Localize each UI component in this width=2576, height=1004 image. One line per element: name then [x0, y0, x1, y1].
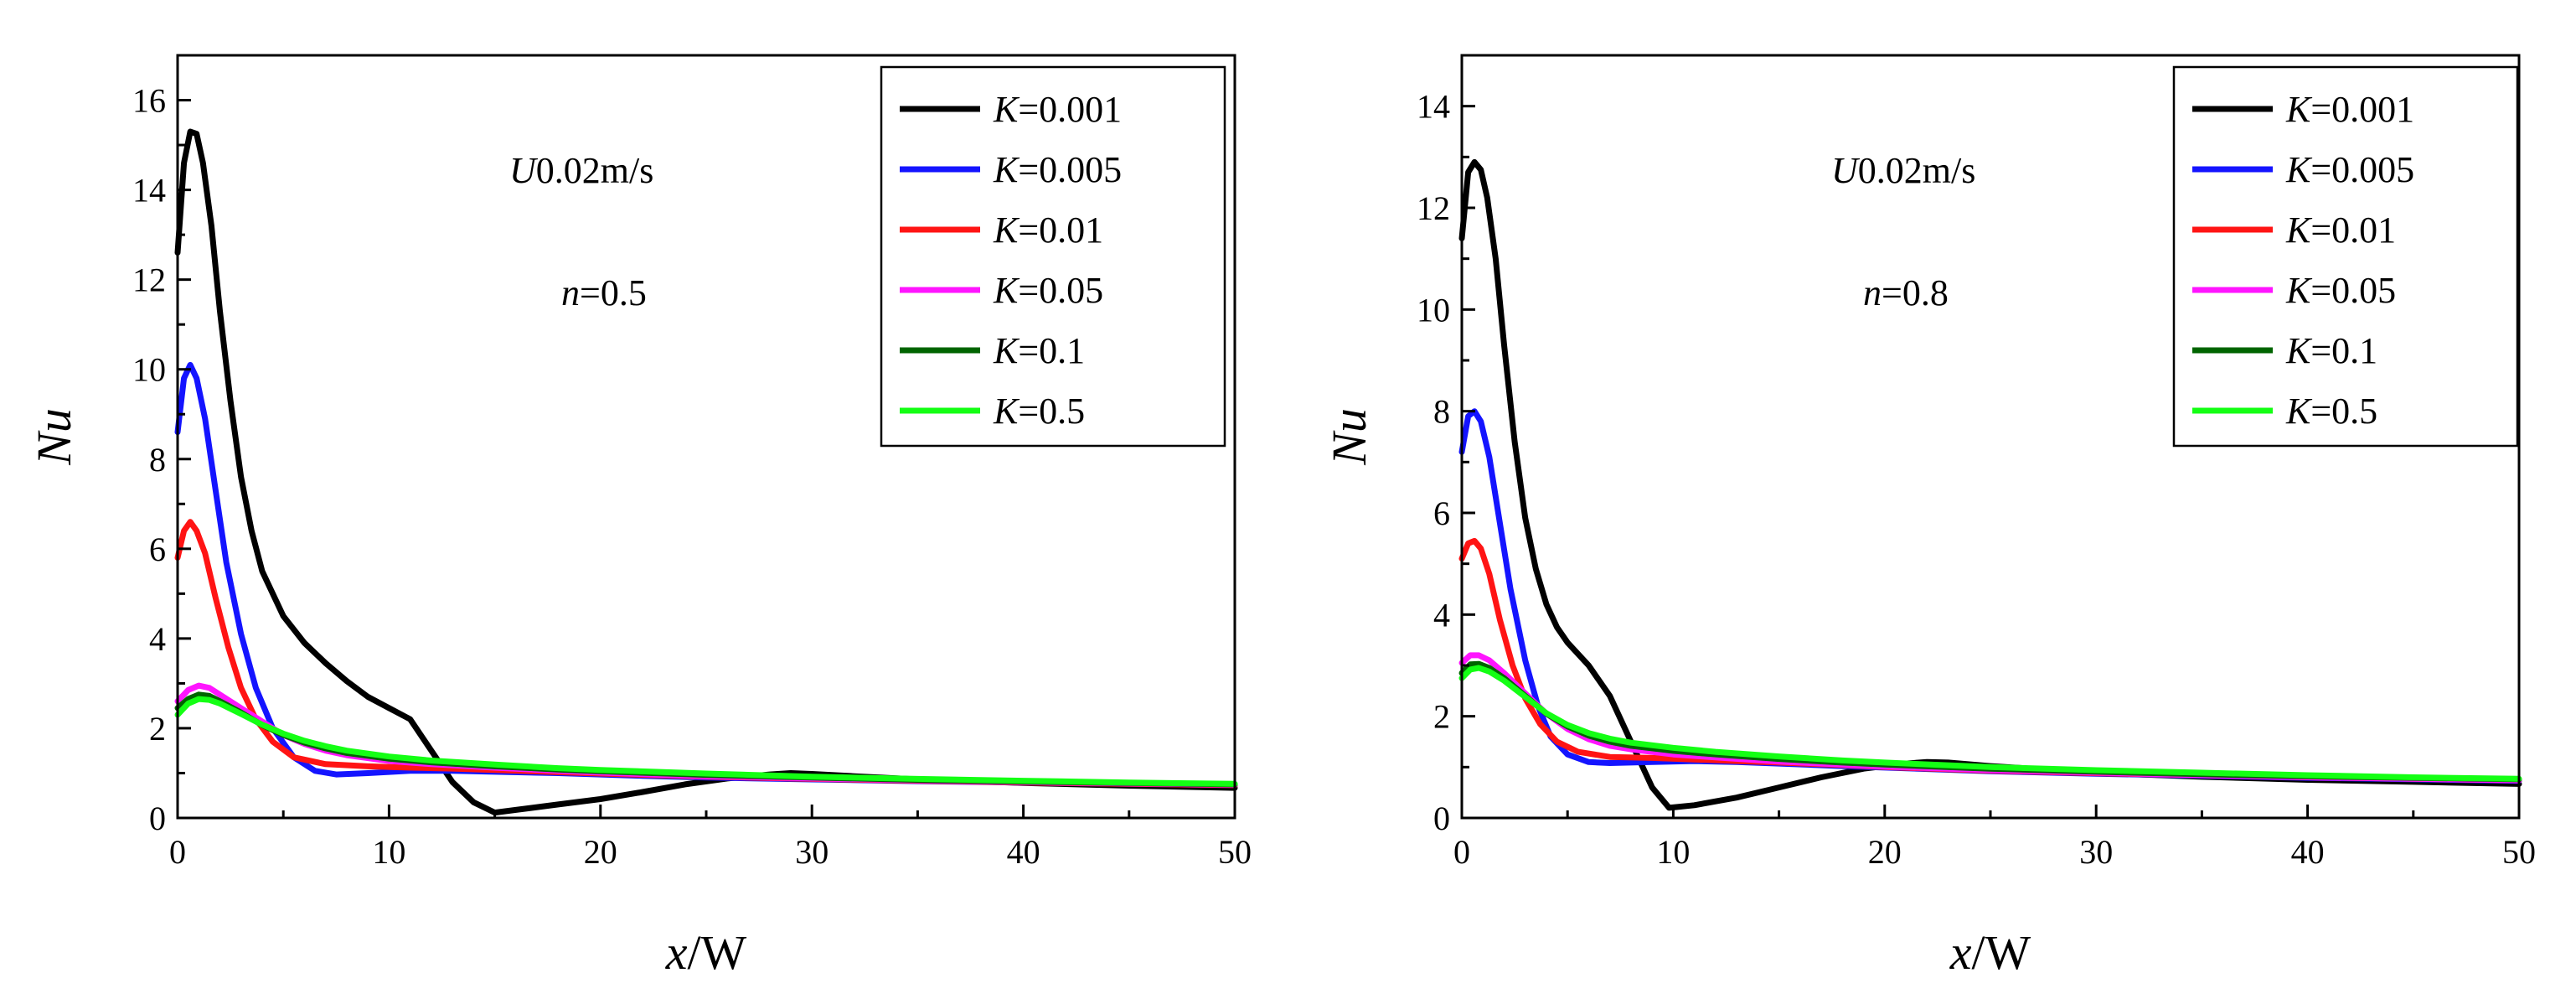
- velocity-annotation: U0.02m/s: [509, 150, 653, 191]
- x-tick-label: 30: [795, 833, 829, 871]
- legend-label: K=0.05: [993, 270, 1103, 311]
- axis-tick-labels: 0 10 20 30 40 50 0 2 4 6 8 10 12 14: [1417, 88, 2536, 871]
- legend-label: K=0.05: [2285, 270, 2396, 311]
- legend-item: K=0.001: [900, 89, 1122, 130]
- index-annotation: n=0.8: [1863, 272, 1949, 313]
- legend-item: K=0.5: [900, 391, 1085, 432]
- y-tick-label: 8: [1433, 393, 1450, 431]
- axis-ticks: [1460, 105, 2521, 820]
- y-axis-title: Nu: [27, 408, 81, 466]
- x-tick-label: 20: [584, 833, 617, 871]
- legend-label: K=0.1: [2285, 330, 2377, 371]
- y-tick-label: 6: [149, 530, 166, 568]
- legend-items: K=0.001 K=0.005 K=0.01 K=0.05 K=0.1 K=0.5: [2192, 89, 2414, 432]
- x-tick-label: 50: [2502, 833, 2536, 871]
- legend-label: K=0.01: [993, 210, 1103, 251]
- x-tick-label: 50: [1218, 833, 1252, 871]
- y-tick-label: 10: [1417, 291, 1450, 329]
- legend-items: K=0.001 K=0.005 K=0.01 K=0.05 K=0.1 K=0.5: [900, 89, 1122, 432]
- legend-box: [880, 65, 1226, 448]
- legend-label: K=0.5: [993, 391, 1085, 432]
- x-tick-label: 0: [1453, 833, 1470, 871]
- x-tick-label: 10: [1656, 833, 1690, 871]
- legend-label: K=0.001: [993, 89, 1122, 130]
- legend-item: K=0.05: [2192, 270, 2396, 311]
- y-tick-label: 14: [132, 172, 166, 210]
- x-tick-label: 20: [1868, 833, 1902, 871]
- chart-panel-right: 0 10 20 30 40 50 0 2 4 6 8 10 12 14 U0.02m/s n=0.8 K=…: [1322, 54, 2536, 980]
- legend-item: K=0.005: [2192, 149, 2414, 190]
- legend-item: K=0.005: [900, 149, 1122, 190]
- x-tick-label: 40: [1007, 833, 1040, 871]
- y-tick-label: 16: [132, 82, 166, 120]
- y-tick-label: 0: [1433, 800, 1450, 837]
- legend-label: K=0.005: [993, 149, 1122, 190]
- x-tick-label: 10: [372, 833, 405, 871]
- y-tick-label: 4: [1433, 596, 1450, 634]
- series-line: [1458, 665, 2522, 782]
- legend: K=0.001 K=0.005 K=0.01 K=0.05 K=0.1 K=0.5: [880, 65, 1226, 448]
- legend-item: K=0.01: [2192, 210, 2396, 251]
- x-axis-title: x/W: [1949, 925, 2031, 980]
- legend-item: K=0.1: [900, 330, 1085, 371]
- y-tick-label: 2: [1433, 698, 1450, 736]
- legend-item: K=0.1: [2192, 330, 2377, 371]
- x-axis-title: x/W: [665, 925, 747, 980]
- legend-item: K=0.5: [2192, 391, 2377, 432]
- legend-label: K=0.01: [2285, 210, 2396, 251]
- legend-box: [2172, 65, 2519, 448]
- y-tick-label: 8: [149, 441, 166, 479]
- series-lines: [174, 128, 1238, 816]
- legend-item: K=0.001: [2192, 89, 2414, 130]
- index-annotation: n=0.5: [561, 272, 647, 313]
- legend: K=0.001 K=0.005 K=0.01 K=0.05 K=0.1 K=0.5: [2172, 65, 2519, 448]
- y-tick-label: 4: [149, 620, 166, 658]
- series-line: [174, 682, 1238, 788]
- y-tick-label: 10: [132, 351, 166, 389]
- legend-item: K=0.01: [900, 210, 1103, 251]
- series-lines: [1458, 158, 2522, 811]
- legend-label: K=0.001: [2285, 89, 2414, 130]
- y-axis-title: Nu: [1322, 408, 1376, 466]
- y-tick-label: 6: [1433, 494, 1450, 532]
- x-tick-label: 0: [169, 833, 186, 871]
- axis-tick-labels: 0 10 20 30 40 50 0 2 4 6 8 10 12 14 16: [132, 82, 1252, 871]
- y-tick-label: 12: [1417, 189, 1450, 227]
- legend-item: K=0.05: [900, 270, 1103, 311]
- legend-label: K=0.005: [2285, 149, 2414, 190]
- x-tick-label: 40: [2291, 833, 2325, 871]
- axis-ticks: [176, 99, 1236, 820]
- y-tick-label: 2: [149, 710, 166, 748]
- x-tick-label: 30: [2079, 833, 2113, 871]
- series-line: [174, 696, 1238, 787]
- legend-label: K=0.1: [993, 330, 1085, 371]
- y-tick-label: 0: [149, 800, 166, 837]
- legend-label: K=0.5: [2285, 391, 2377, 432]
- velocity-annotation: U0.02m/s: [1831, 150, 1975, 191]
- y-tick-label: 14: [1417, 88, 1450, 126]
- y-tick-label: 12: [132, 261, 166, 299]
